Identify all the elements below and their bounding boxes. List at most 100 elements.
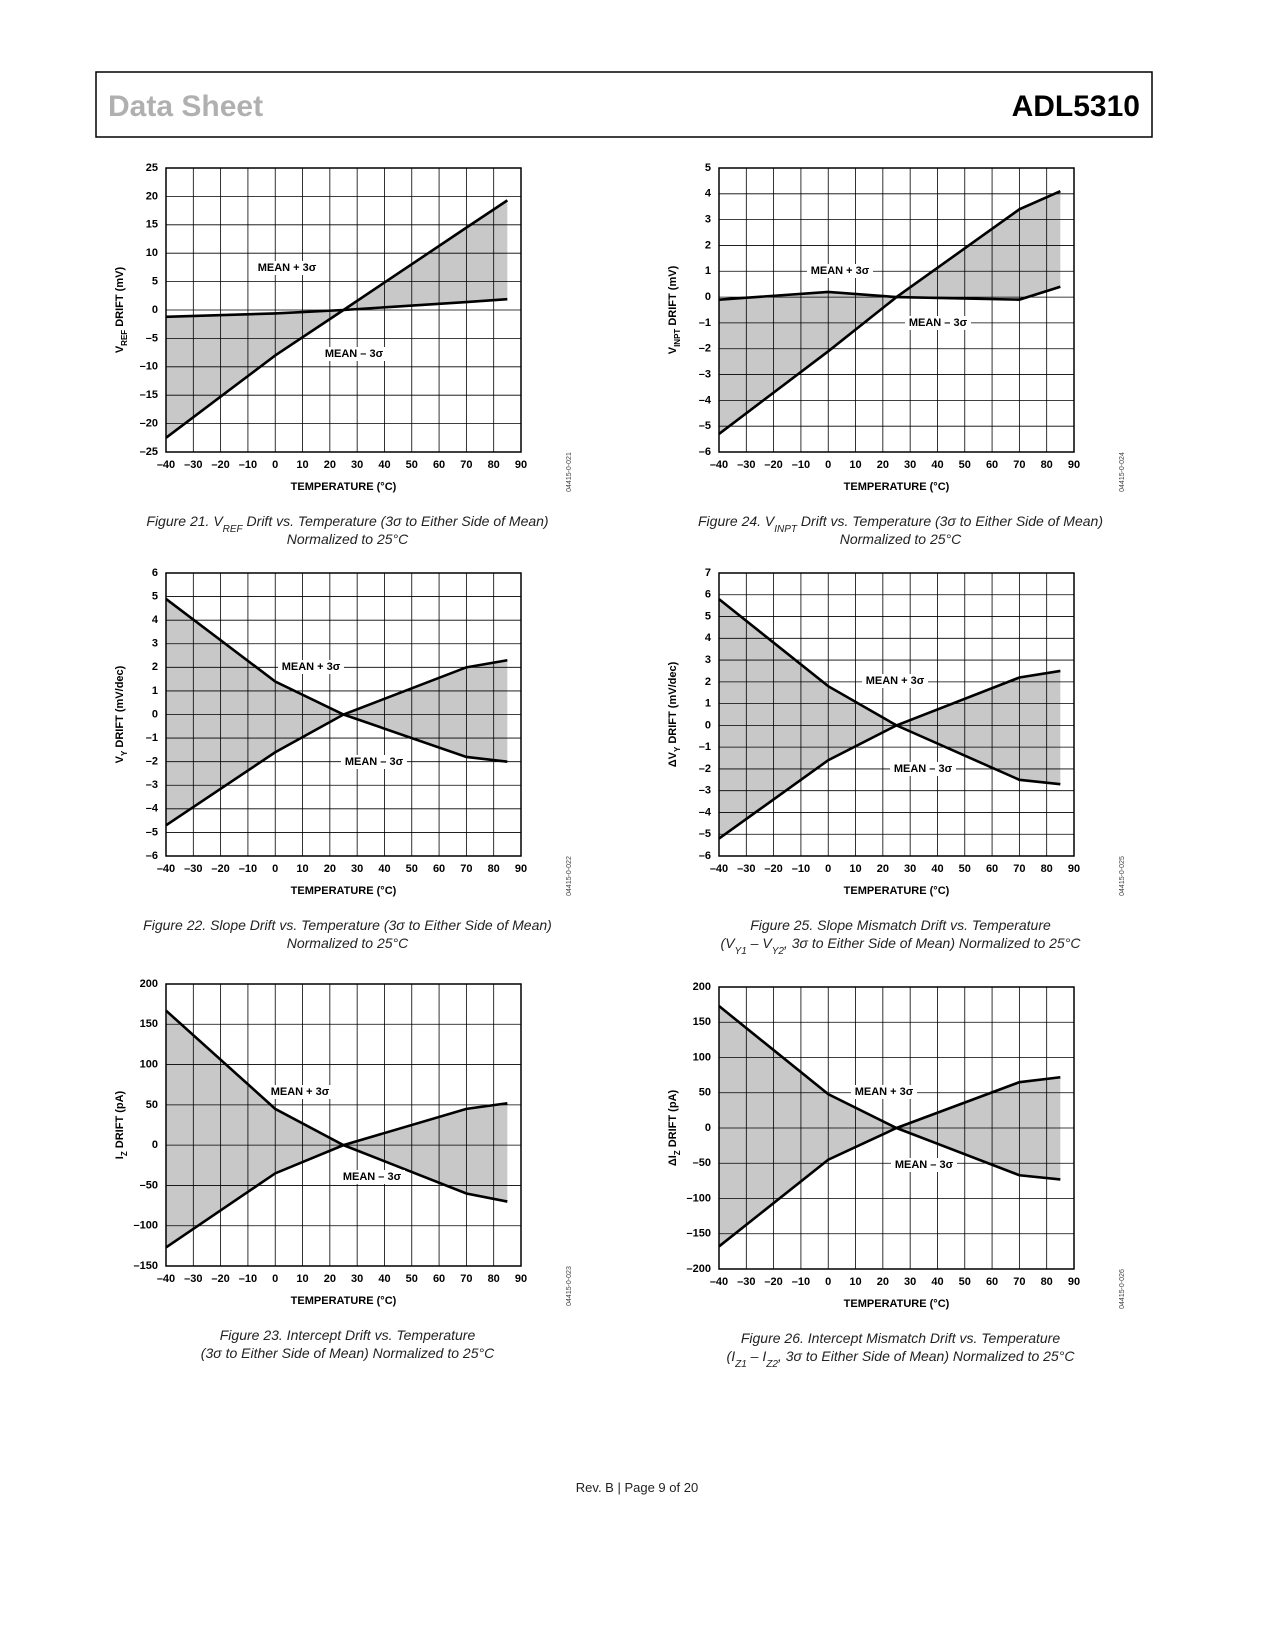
caption-line: Figure 24. VINPT Drift vs. Temperature (… [698,513,1103,535]
caption-line: Normalized to 25°C [840,531,962,547]
text-part: DRIFT (mV) [114,267,126,330]
y-tick-label: –6 [699,850,711,862]
y-tick-label: –1 [699,741,711,753]
x-tick-label: 40 [378,863,390,875]
x-tick-label: –30 [184,459,202,471]
series-line [718,1075,1061,1248]
label-bg [905,316,971,330]
series-label: MEAN – 3σ [345,756,404,768]
subscript: REF [223,524,244,535]
label-bg [807,264,873,278]
band-fill [166,200,508,438]
y-axis-title: VINPT DRIFT (mV) [667,265,682,354]
x-tick-label: –40 [157,863,175,875]
y-tick-label: 1 [152,685,158,697]
caption-line: Figure 21. VREF Drift vs. Temperature (3… [146,513,548,535]
text-part: Drift vs. Temperature (3σ to Either Side… [797,513,1103,529]
x-tick-label: 50 [406,863,418,875]
x-tick-label: 50 [959,1276,971,1288]
y-tick-label: –150 [134,1260,158,1272]
x-tick-label: 80 [1041,863,1053,875]
x-tick-label: 80 [488,863,500,875]
x-tick-label: 80 [488,1273,500,1285]
label-bg [891,1158,957,1172]
x-tick-label: 70 [460,459,472,471]
x-tick-label: 30 [351,1273,363,1285]
y-tick-label: 25 [146,162,158,174]
y-tick-label: 1 [705,698,711,710]
subscript: Y2 [772,946,785,957]
subscript: REF [120,330,129,346]
plot-frame [165,167,522,453]
x-tick-label: 60 [433,863,445,875]
y-tick-label: 7 [705,567,711,579]
x-tick-label: 0 [272,459,278,471]
series-label: MEAN + 3σ [855,1086,914,1098]
y-tick-label: –1 [699,317,711,329]
y-tick-label: –50 [693,1157,711,1169]
caption-line: Figure 22. Slope Drift vs. Temperature (… [143,917,552,933]
y-tick-label: –4 [146,803,159,815]
x-tick-label: 90 [515,1273,527,1285]
text-part: Figure 22. Slope Drift vs. Temperature (… [143,917,552,933]
x-tick-label: 90 [515,863,527,875]
text-part: (V [721,935,737,951]
y-tick-label: 100 [140,1058,158,1070]
x-tick-label: 10 [296,1273,308,1285]
header-box [95,71,1153,138]
y-tick-label: 3 [705,654,711,666]
y-tick-label: 5 [705,162,711,174]
x-tick-label: –10 [239,1273,257,1285]
y-tick-label: 2 [705,676,711,688]
x-tick-label: 40 [378,459,390,471]
series-label: MEAN + 3σ [811,265,870,277]
text-part: Normalized to 25°C [287,531,409,547]
y-tick-label: 3 [705,214,711,226]
series-label: MEAN + 3σ [282,661,341,673]
x-tick-label: –30 [184,863,202,875]
text-part: Figure 26. Intercept Mismatch Drift vs. … [741,1330,1060,1346]
y-tick-label: 5 [152,590,158,602]
x-tick-label: –20 [764,459,782,471]
x-tick-label: 10 [296,459,308,471]
x-tick-label: –10 [792,459,810,471]
x-tick-label: 10 [296,863,308,875]
text-part: V [114,755,126,763]
y-tick-label: 15 [146,219,158,231]
subscript: Y1 [735,946,747,957]
series-label: MEAN – 3σ [325,348,384,360]
y-axis-title: VY DRIFT (mV/dec) [114,665,129,763]
y-tick-label: 50 [699,1087,711,1099]
x-tick-label: 20 [324,863,336,875]
x-axis-title: TEMPERATURE (°C) [291,481,397,493]
text-part: DRIFT (pA) [114,1090,126,1151]
x-tick-label: –40 [710,1276,728,1288]
series-label: MEAN + 3σ [258,262,317,274]
y-tick-label: –3 [699,785,711,797]
y-axis-title: VREF DRIFT (mV) [114,267,129,354]
text-part: Figure 23. Intercept Drift vs. Temperatu… [220,1327,476,1343]
y-tick-label: 5 [705,610,711,622]
subscript: INPT [673,329,682,347]
y-tick-label: –150 [687,1228,711,1240]
x-tick-label: –20 [211,1273,229,1285]
figure-id: 04415-0-025 [1119,856,1126,896]
y-tick-label: 4 [152,614,159,626]
x-tick-label: 10 [849,1276,861,1288]
band-fill [719,1006,1061,1247]
y-tick-label: –5 [146,826,158,838]
series-label: MEAN – 3σ [343,1171,402,1183]
x-tick-label: –10 [239,863,257,875]
x-axis-title: TEMPERATURE (°C) [844,1298,950,1310]
y-tick-label: 6 [705,589,711,601]
x-tick-label: 0 [272,863,278,875]
x-tick-label: 80 [1041,1276,1053,1288]
x-tick-label: 40 [931,459,943,471]
y-tick-label: 200 [140,978,158,990]
text-part: (I [727,1348,736,1364]
series-line [165,297,508,319]
caption-line: (IZ1 – IZ2, 3σ to Either Side of Mean) N… [727,1348,1076,1370]
x-tick-label: 50 [406,1273,418,1285]
plot-frame [718,986,1075,1270]
subscript: Z2 [765,1359,778,1370]
